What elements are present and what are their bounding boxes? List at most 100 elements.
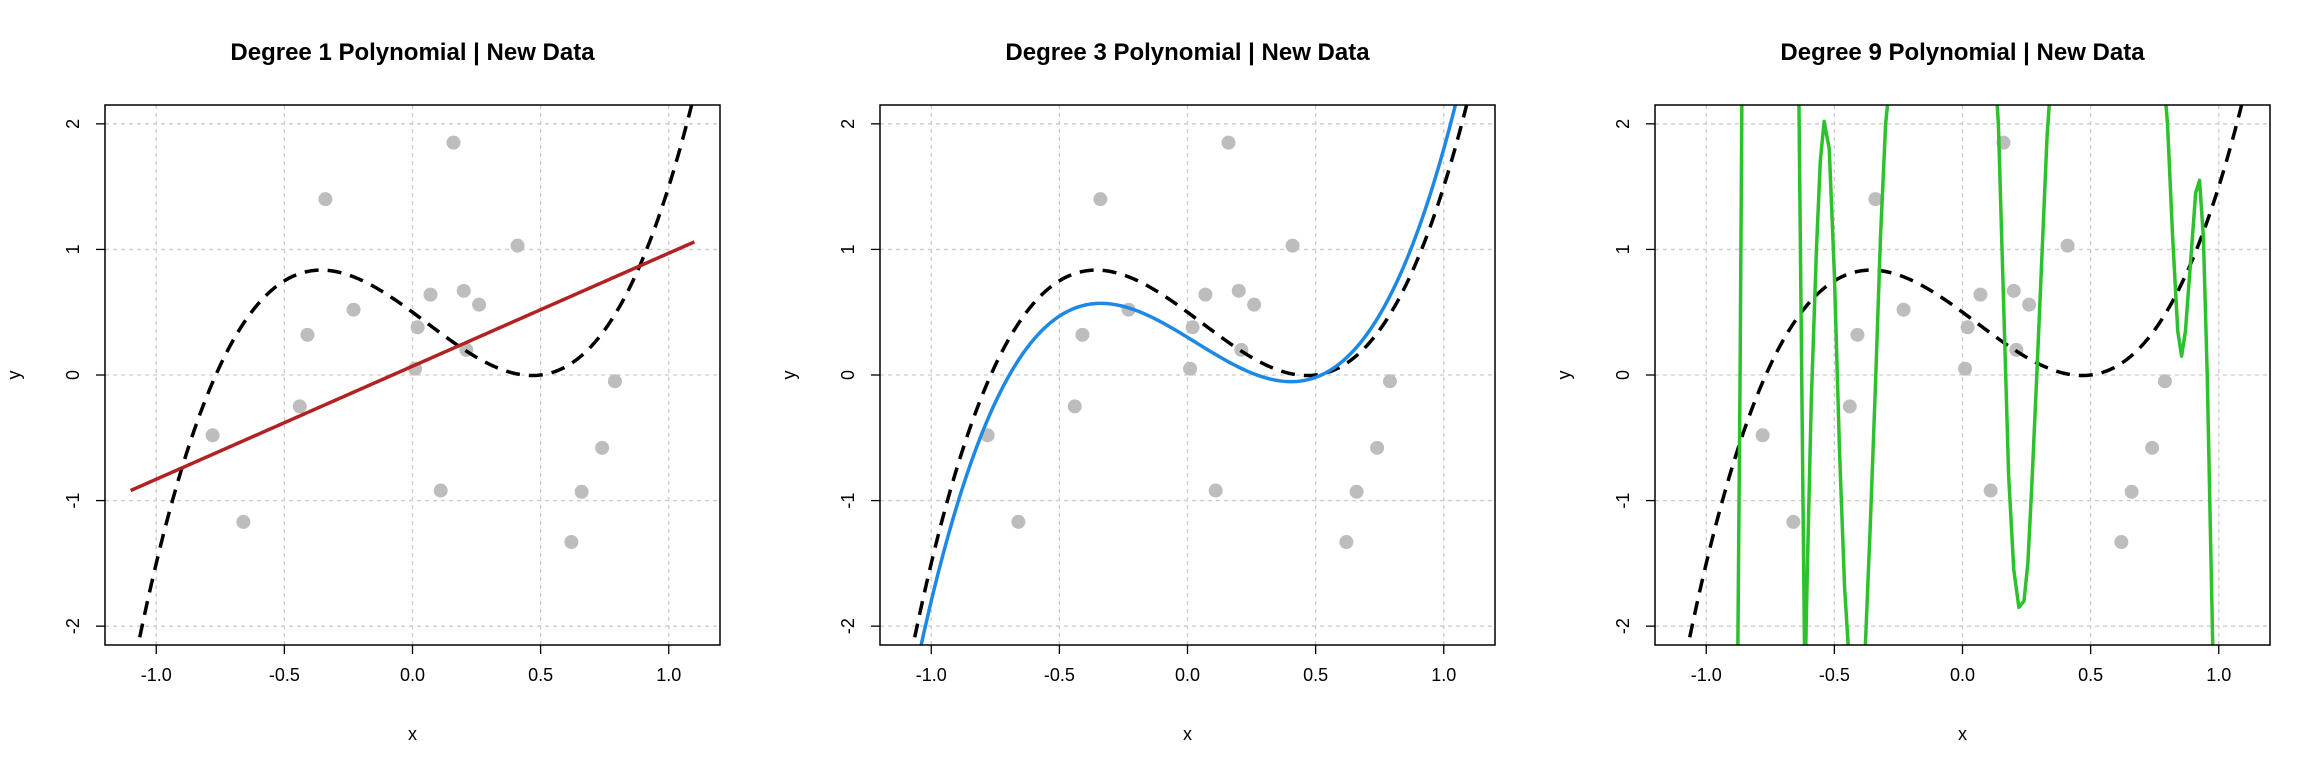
data-point [1370, 440, 1385, 455]
y-tick-label: 0 [838, 370, 858, 380]
data-point [1958, 361, 1973, 376]
true-function-line [911, 105, 1469, 645]
y-tick-label: 2 [838, 119, 858, 129]
data-point [1349, 484, 1364, 499]
data-point [1868, 192, 1883, 207]
data-point [1183, 361, 1198, 376]
y-tick-label: -2 [1613, 618, 1633, 634]
x-tick-label: -0.5 [1819, 665, 1850, 685]
y-tick-label: 1 [1613, 244, 1633, 254]
x-axis-label: x [1183, 724, 1192, 744]
x-tick-label: 0.0 [1950, 665, 1975, 685]
data-point [1093, 192, 1108, 207]
data-point [423, 287, 438, 302]
data-point [433, 483, 448, 498]
fitted-model-line [919, 105, 1458, 645]
data-point [1067, 399, 1082, 414]
x-tick-label: -0.5 [269, 665, 300, 685]
y-tick-label: -1 [63, 493, 83, 509]
data-point [2124, 484, 2139, 499]
true-function-line [1686, 105, 2244, 645]
data-point [607, 374, 622, 389]
data-point [2022, 297, 2037, 312]
data-point [1842, 399, 1857, 414]
true-function-line [136, 105, 694, 645]
y-tick-label: -2 [63, 618, 83, 634]
y-tick-label: -2 [838, 618, 858, 634]
x-tick-label: -1.0 [1691, 665, 1722, 685]
data-point [1960, 320, 1975, 335]
data-point [318, 192, 333, 207]
data-point [446, 135, 461, 150]
x-tick-label: -0.5 [1044, 665, 1075, 685]
data-points [980, 135, 1397, 550]
data-point [1850, 327, 1865, 342]
data-point [574, 484, 589, 499]
data-point [1231, 283, 1246, 298]
x-tick-label: 0.5 [528, 665, 553, 685]
chart-title: Degree 1 Polynomial | New Data [230, 39, 595, 66]
x-tick-label: 1.0 [2206, 665, 2231, 685]
data-point [2060, 238, 2075, 253]
data-point [564, 535, 579, 550]
y-tick-label: 1 [838, 244, 858, 254]
fitted-model-line [129, 240, 696, 493]
data-point [346, 302, 361, 317]
panel-3: Degree 9 Polynomial | New Data -1.0 -0.5 0.… [1554, 39, 2271, 744]
y-axis-label: y [4, 371, 24, 380]
data-point [595, 440, 610, 455]
y-tick-label: -1 [838, 493, 858, 509]
y-tick-label: 0 [1613, 370, 1633, 380]
data-point [2145, 440, 2160, 455]
x-tick-label: 0.0 [400, 665, 425, 685]
x-tick-label: 1.0 [1431, 665, 1456, 685]
x-tick-label: 0.5 [2078, 665, 2103, 685]
data-points [205, 135, 622, 550]
x-axis-label: x [1958, 724, 1967, 744]
x-tick-label: -1.0 [141, 665, 172, 685]
data-point [1896, 302, 1911, 317]
data-point [300, 327, 315, 342]
data-point [292, 399, 307, 414]
data-point [2114, 535, 2129, 550]
data-point [1208, 483, 1223, 498]
data-point [2006, 283, 2021, 298]
data-point [472, 297, 487, 312]
y-axis-label: y [779, 371, 799, 380]
panel-1: Degree 1 Polynomial | New Data -1.0 -0.5 0.… [4, 39, 721, 744]
data-point [1285, 238, 1300, 253]
x-tick-label: 0.5 [1303, 665, 1328, 685]
data-point [1755, 428, 1770, 443]
y-tick-label: -1 [1613, 493, 1633, 509]
data-point [410, 320, 425, 335]
data-point [2157, 374, 2172, 389]
data-point [205, 428, 220, 443]
x-tick-label: -1.0 [916, 665, 947, 685]
data-point [456, 283, 471, 298]
data-point [510, 238, 525, 253]
data-point [1247, 297, 1262, 312]
y-axis-label: y [1554, 371, 1574, 380]
x-tick-label: 1.0 [656, 665, 681, 685]
x-tick-label: 0.0 [1175, 665, 1200, 685]
data-point [236, 514, 251, 529]
data-point [1339, 535, 1354, 550]
x-axis-label: x [408, 724, 417, 744]
data-point [1011, 514, 1026, 529]
data-point [1382, 374, 1397, 389]
y-tick-label: 2 [63, 119, 83, 129]
fitted-model-line [1736, 105, 2215, 645]
data-point [1786, 514, 1801, 529]
chart-title: Degree 3 Polynomial | New Data [1005, 39, 1370, 66]
data-point [1185, 320, 1200, 335]
data-point [1198, 287, 1213, 302]
panel-2: Degree 3 Polynomial | New Data -1.0 -0.5 0.… [779, 39, 1496, 744]
data-point [1973, 287, 1988, 302]
data-point [1075, 327, 1090, 342]
data-point [1221, 135, 1236, 150]
y-tick-label: 0 [63, 370, 83, 380]
chart-title: Degree 9 Polynomial | New Data [1780, 39, 2145, 66]
y-tick-label: 1 [63, 244, 83, 254]
